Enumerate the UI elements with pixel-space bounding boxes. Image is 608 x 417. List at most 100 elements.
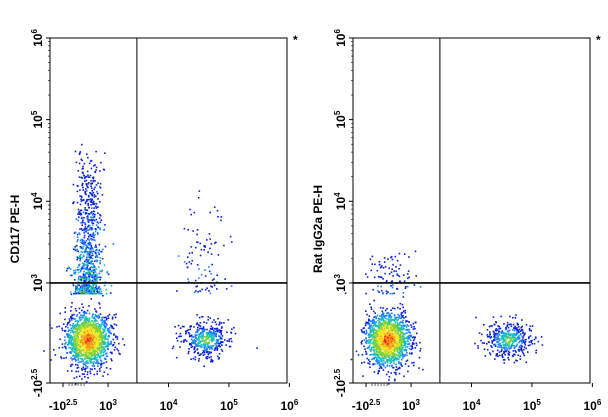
event-dot (107, 342, 109, 344)
event-dot (188, 252, 191, 255)
event-dot (96, 290, 98, 292)
event-dot (498, 351, 501, 353)
event-dot (68, 340, 70, 342)
event-dot (82, 167, 84, 170)
event-dot (92, 340, 94, 343)
event-dot (504, 336, 506, 338)
event-dot (393, 349, 395, 351)
event-dot (364, 348, 366, 350)
event-dot (381, 310, 384, 313)
event-dot (103, 169, 106, 171)
event-dot (73, 326, 76, 328)
event-dot (384, 350, 387, 353)
event-dot (95, 362, 97, 364)
event-dot (377, 345, 379, 347)
event-dot (89, 321, 91, 323)
event-dot (200, 353, 202, 355)
event-dot (214, 347, 217, 349)
event-dot (391, 292, 394, 295)
event-dot (73, 335, 75, 338)
event-dot (200, 332, 202, 334)
event-dot (211, 340, 213, 343)
event-dot (102, 341, 104, 344)
event-dot (393, 338, 396, 341)
event-dot (386, 322, 389, 324)
event-dot (202, 330, 205, 333)
event-dot (96, 337, 99, 340)
event-dot (104, 358, 107, 361)
event-dot (402, 355, 404, 357)
event-dot (376, 333, 378, 336)
event-dot (234, 332, 237, 335)
event-dot (87, 156, 89, 159)
event-dot (403, 337, 406, 339)
event-dot (104, 345, 106, 348)
event-dot (64, 343, 66, 345)
event-dot (386, 279, 388, 282)
event-dot (103, 371, 106, 373)
event-dot (386, 345, 389, 348)
event-dot (365, 292, 367, 295)
event-dot (81, 242, 83, 244)
event-dot (92, 214, 94, 216)
event-dot (373, 353, 376, 356)
event-dot (77, 324, 80, 326)
event-dot (94, 308, 96, 310)
event-dot (196, 343, 198, 345)
event-dot (394, 371, 397, 374)
event-dot (374, 335, 376, 337)
event-dot (380, 327, 382, 330)
event-dot (410, 353, 413, 355)
event-dot (203, 343, 206, 345)
event-dot (388, 267, 390, 269)
event-dot (91, 320, 93, 323)
event-dot (88, 244, 90, 246)
event-dot (384, 362, 386, 364)
event-dot (94, 353, 96, 355)
event-dot (203, 249, 205, 251)
event-dot (111, 316, 114, 319)
event-dot (372, 331, 375, 333)
event-dot (100, 366, 102, 368)
event-dot (61, 346, 64, 349)
event-dot (84, 376, 86, 378)
event-dot (97, 343, 100, 345)
event-dot (412, 339, 415, 342)
event-dot (78, 339, 80, 341)
event-dot (384, 272, 386, 275)
event-dot (107, 327, 110, 330)
event-dot (86, 217, 88, 220)
y-tick-label: 106 (30, 29, 45, 47)
event-dot (398, 315, 401, 317)
event-dot (86, 254, 89, 256)
event-dot (101, 332, 104, 334)
event-dot (80, 352, 83, 355)
event-dot (60, 357, 63, 360)
event-dot (104, 357, 106, 360)
event-dot (100, 270, 103, 273)
event-dot (86, 288, 89, 290)
event-dot (510, 343, 513, 346)
event-dot (86, 335, 88, 337)
event-dot (79, 342, 82, 345)
event-dot (513, 361, 516, 364)
event-dot (102, 348, 104, 351)
event-dot (97, 330, 100, 332)
event-dot (399, 340, 401, 342)
event-dot (102, 340, 104, 343)
event-dot (213, 331, 216, 334)
event-dot (377, 290, 379, 292)
event-dot (80, 316, 82, 319)
event-dot (193, 351, 196, 354)
event-dot (83, 310, 86, 313)
event-dot (208, 266, 210, 268)
event-dot (217, 355, 219, 358)
event-dot (399, 302, 402, 305)
event-dot (87, 176, 90, 178)
event-dot (85, 345, 87, 347)
event-dot (380, 326, 382, 329)
event-dot (365, 321, 368, 323)
event-dot (92, 250, 95, 253)
event-dot (98, 286, 100, 289)
event-dot (79, 341, 81, 344)
